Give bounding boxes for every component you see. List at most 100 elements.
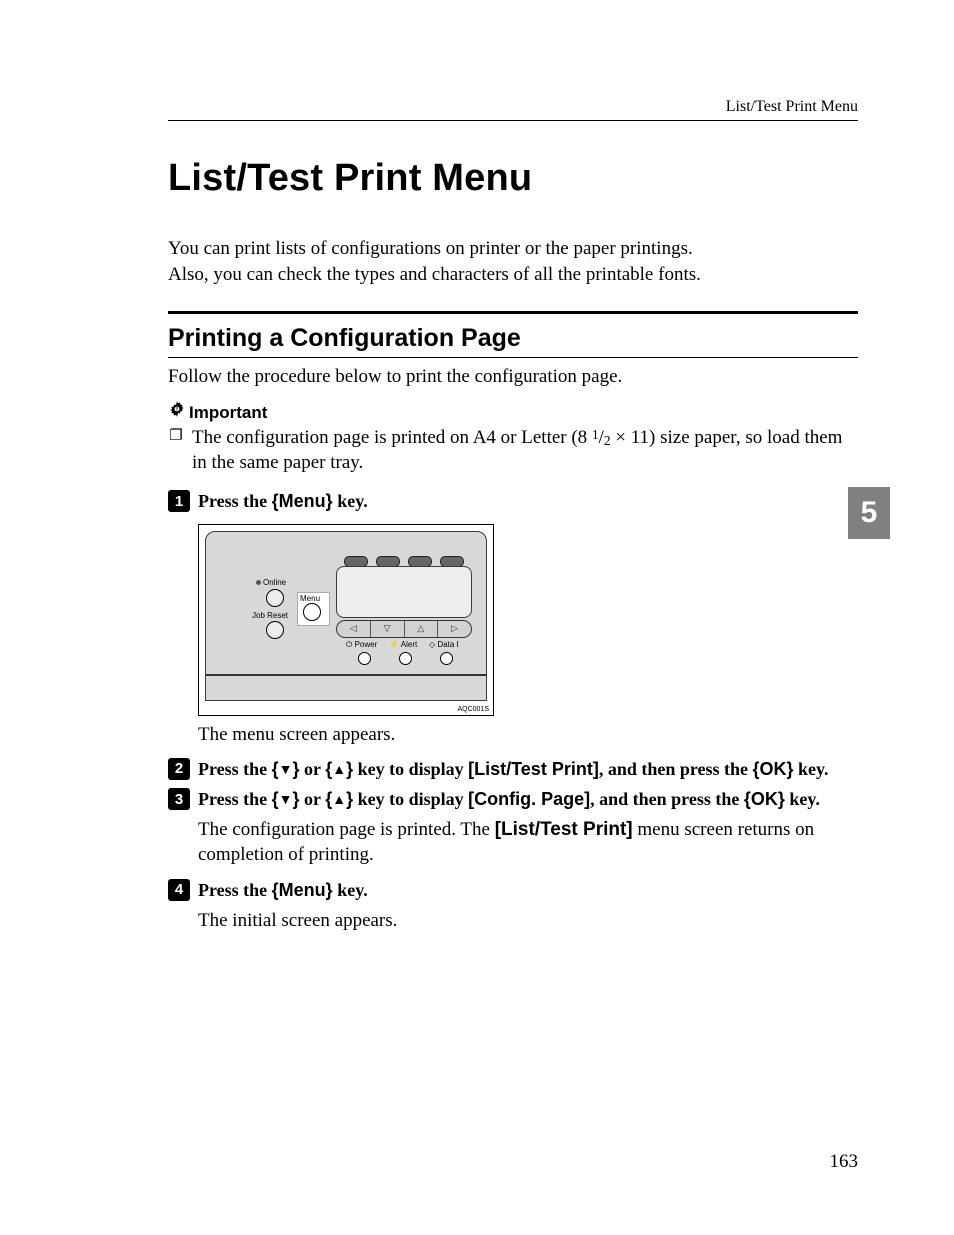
nav-down-icon: ▽ bbox=[371, 621, 405, 637]
menu-key-icon bbox=[303, 603, 321, 621]
s4-rb: } bbox=[326, 880, 333, 900]
led-icon bbox=[358, 652, 371, 665]
nav-up-icon: △ bbox=[405, 621, 439, 637]
label-menu: Menu bbox=[300, 594, 320, 603]
step-number-1: 1 bbox=[168, 490, 190, 512]
s2-mid: key to display bbox=[353, 759, 468, 779]
label-power-text: Power bbox=[355, 640, 378, 649]
s2-after: , and then press the bbox=[599, 759, 753, 779]
s3f-bold: [List/Test Print] bbox=[495, 819, 633, 840]
s3-ok: OK bbox=[751, 789, 778, 809]
step-1-key: Menu bbox=[279, 491, 326, 511]
online-key-icon bbox=[266, 589, 284, 607]
s3-mid: key to display bbox=[353, 789, 468, 809]
step-1-text: Press the {Menu} key. bbox=[198, 489, 368, 513]
step-number-3: 3 bbox=[168, 788, 190, 810]
step-3-follow: The configuration page is printed. The [… bbox=[198, 817, 858, 867]
nav-left-icon: ◁ bbox=[337, 621, 371, 637]
down-arrow-icon: ▼ bbox=[279, 761, 293, 777]
led-icon bbox=[440, 652, 453, 665]
s2-or: or bbox=[300, 759, 326, 779]
section-heading: Printing a Configuration Page bbox=[168, 324, 858, 353]
section-thin-rule bbox=[168, 357, 858, 358]
s2-tail: key. bbox=[794, 759, 829, 779]
size-numer: 1 bbox=[592, 427, 599, 442]
s2-lb1: { bbox=[272, 759, 279, 779]
step-1-lb: { bbox=[272, 491, 279, 511]
intro-line-1: You can print lists of configurations on… bbox=[168, 238, 693, 259]
s3-tail: key. bbox=[785, 789, 820, 809]
step-1-rb: } bbox=[326, 491, 333, 511]
led-icon bbox=[399, 652, 412, 665]
nav-keys: ◁ ▽ △ ▷ bbox=[336, 620, 472, 638]
s2-rb3: } bbox=[787, 759, 794, 779]
panel-body: Online Menu Job Reset ◁ ▽ △ ▷ ⏻ Power ⚡ … bbox=[205, 531, 487, 701]
step-1-follow: The menu screen appears. bbox=[198, 722, 858, 747]
s3-lb3: { bbox=[744, 789, 751, 809]
running-rule bbox=[168, 120, 858, 121]
s3-rb3: } bbox=[778, 789, 785, 809]
figure-code: AQC001S bbox=[457, 706, 489, 713]
important-label: Important bbox=[189, 403, 267, 423]
printer-panel-figure: Online Menu Job Reset ◁ ▽ △ ▷ ⏻ Power ⚡ … bbox=[198, 524, 858, 716]
s2-a: Press the bbox=[198, 759, 272, 779]
label-alert-text: Alert bbox=[401, 640, 417, 649]
step-2-text: Press the {▼} or {▲} key to display [Lis… bbox=[198, 757, 829, 781]
step-1-p2: key. bbox=[333, 491, 368, 511]
panel-outer: Online Menu Job Reset ◁ ▽ △ ▷ ⏻ Power ⚡ … bbox=[198, 524, 494, 716]
section-lead: Follow the procedure below to print the … bbox=[168, 366, 858, 388]
intro-line-2: Also, you can check the types and charac… bbox=[168, 264, 701, 285]
svg-text:!: ! bbox=[176, 407, 178, 414]
up-arrow-icon: ▲ bbox=[332, 791, 346, 807]
down-arrow-icon: ▼ bbox=[279, 791, 293, 807]
s4-key: Menu bbox=[279, 880, 326, 900]
important-bullet: ❐ The configuration page is printed on A… bbox=[168, 425, 858, 475]
s3-after: , and then press the bbox=[590, 789, 744, 809]
panel-baseline bbox=[206, 674, 486, 676]
s2-lb3: { bbox=[753, 759, 760, 779]
label-jobreset: Job Reset bbox=[252, 611, 288, 620]
intro-paragraph: You can print lists of configurations on… bbox=[168, 236, 858, 287]
step-number-2: 2 bbox=[168, 758, 190, 780]
step-4-text: Press the {Menu} key. bbox=[198, 878, 368, 902]
step-3: 3 Press the {▼} or {▲} key to display [C… bbox=[168, 787, 858, 811]
s2-rb1: } bbox=[293, 759, 300, 779]
gear-icon: ! bbox=[168, 400, 186, 422]
label-online: Online bbox=[256, 578, 286, 587]
s3-a: Press the bbox=[198, 789, 272, 809]
jobreset-key-icon bbox=[266, 621, 284, 639]
important-heading: ! Important bbox=[168, 400, 858, 423]
s4-lb: { bbox=[272, 880, 279, 900]
s3-or: or bbox=[300, 789, 326, 809]
important-text: The configuration page is printed on A4 … bbox=[192, 425, 858, 475]
step-1-p1: Press the bbox=[198, 491, 272, 511]
label-datain: ◇ Data I bbox=[429, 640, 459, 649]
page-number: 163 bbox=[830, 1151, 859, 1173]
step-number-4: 4 bbox=[168, 879, 190, 901]
nav-right-icon: ▷ bbox=[438, 621, 471, 637]
section-heavy-rule bbox=[168, 311, 858, 314]
label-datain-text: Data I bbox=[437, 640, 458, 649]
s3-rb1: } bbox=[293, 789, 300, 809]
s4-a: Press the bbox=[198, 880, 272, 900]
up-arrow-icon: ▲ bbox=[332, 761, 346, 777]
step-2: 2 Press the {▼} or {▲} key to display [L… bbox=[168, 757, 858, 781]
step-4: 4 Press the {Menu} key. bbox=[168, 878, 858, 902]
s3-bold: [Config. Page] bbox=[468, 789, 590, 809]
step-4-follow: The initial screen appears. bbox=[198, 908, 858, 933]
bullet-glyph-icon: ❐ bbox=[168, 425, 184, 447]
s3f-a: The configuration page is printed. The bbox=[198, 819, 495, 840]
panel-lcd bbox=[336, 566, 472, 618]
chapter-tab: 5 bbox=[848, 487, 890, 539]
label-alert: ⚡ Alert bbox=[389, 640, 417, 649]
s3-lb1: { bbox=[272, 789, 279, 809]
running-head: List/Test Print Menu bbox=[168, 98, 858, 116]
s2-bold: [List/Test Print] bbox=[468, 759, 599, 779]
s4-b: key. bbox=[333, 880, 368, 900]
size-denom: 2 bbox=[604, 433, 611, 448]
label-power: ⏻ Power bbox=[346, 640, 377, 650]
page: List/Test Print Menu List/Test Print Men… bbox=[0, 0, 954, 1235]
important-text-a: The configuration page is printed on A4 … bbox=[192, 427, 592, 448]
step-3-text: Press the {▼} or {▲} key to display [Con… bbox=[198, 787, 820, 811]
step-1: 1 Press the {Menu} key. bbox=[168, 489, 858, 513]
